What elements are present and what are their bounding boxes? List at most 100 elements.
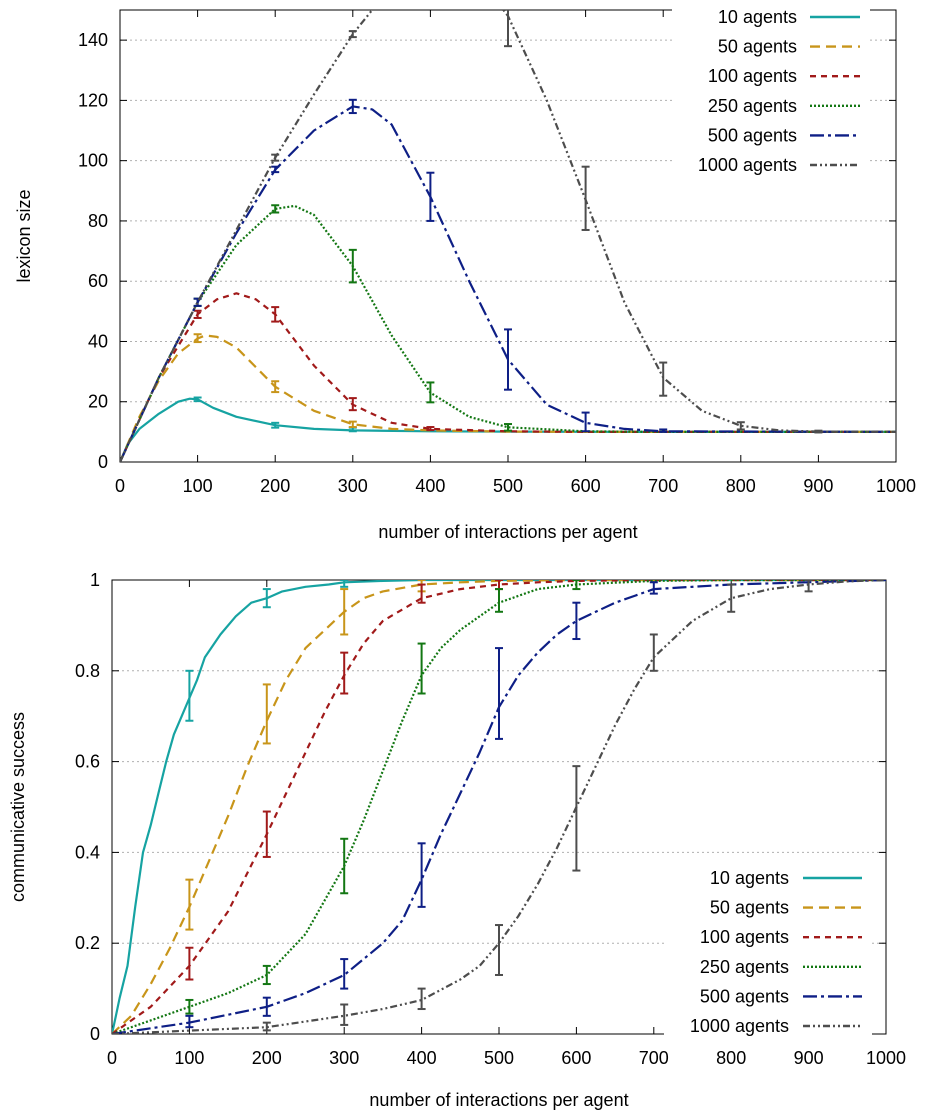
error-bar bbox=[262, 964, 271, 986]
legend-item: 1000 agents bbox=[698, 155, 860, 175]
error-bar bbox=[572, 580, 581, 591]
legend-background bbox=[672, 3, 870, 189]
legend: 10 agents 50 agents 100 agents 250 agents 50… bbox=[672, 3, 870, 189]
ticks: 0 100 200 300 400 500 600 700 800 900 1000 0 0.2 0.4 0… bbox=[75, 570, 906, 1068]
ticks: 0 100 200 300 400 500 600 700 800 900 1000 0 20 40 60 8… bbox=[78, 10, 916, 496]
series-50-agents bbox=[112, 580, 886, 1034]
error-bar bbox=[417, 642, 426, 695]
error-bar bbox=[814, 429, 823, 434]
x-tick-label: 500 bbox=[484, 1048, 514, 1068]
error-bar bbox=[659, 361, 668, 397]
legend-label: 500 agents bbox=[708, 125, 797, 145]
y-tick-label: 0.8 bbox=[75, 661, 100, 681]
error-bar bbox=[185, 669, 194, 722]
series-area bbox=[112, 580, 886, 1034]
legend-item: 250 agents bbox=[700, 957, 862, 977]
error-bar bbox=[340, 580, 349, 588]
legend-item: 500 agents bbox=[708, 125, 860, 145]
x-tick-label: 200 bbox=[260, 476, 290, 496]
y-axis-title: lexicon size bbox=[14, 189, 34, 282]
legend-label: 1000 agents bbox=[698, 155, 797, 175]
legend-label: 250 agents bbox=[708, 96, 797, 116]
series-1000-agents bbox=[120, 10, 896, 462]
x-tick-label: 400 bbox=[415, 476, 445, 496]
series-line bbox=[120, 10, 896, 462]
error-bar bbox=[271, 421, 280, 429]
legend-label: 50 agents bbox=[710, 898, 789, 918]
x-tick-label: 500 bbox=[493, 476, 523, 496]
error-bar bbox=[727, 583, 736, 613]
error-bar bbox=[262, 1021, 271, 1032]
y-tick-label: 100 bbox=[78, 151, 108, 171]
x-tick-label: 300 bbox=[329, 1048, 359, 1068]
legend-label: 10 agents bbox=[710, 868, 789, 888]
x-tick-label: 800 bbox=[716, 1048, 746, 1068]
communicative-success-chart: 0 100 200 300 400 500 600 700 800 900 1000 0 0.2 0.4 0… bbox=[8, 570, 906, 1110]
y-tick-label: 140 bbox=[78, 30, 108, 50]
series-line bbox=[112, 580, 886, 1034]
x-tick-label: 900 bbox=[803, 476, 833, 496]
legend-label: 100 agents bbox=[700, 927, 789, 947]
error-bar bbox=[504, 10, 512, 48]
error-bar bbox=[426, 171, 435, 222]
legend-label: 50 agents bbox=[718, 37, 797, 57]
x-tick-label: 100 bbox=[174, 1048, 204, 1068]
y-tick-label: 0.2 bbox=[75, 933, 100, 953]
x-tick-label: 700 bbox=[639, 1048, 669, 1068]
series-line bbox=[120, 292, 896, 462]
series-area bbox=[120, 10, 896, 462]
series-100-agents bbox=[120, 292, 896, 462]
error-bar bbox=[193, 309, 202, 319]
error-bar bbox=[185, 946, 194, 981]
y-tick-label: 80 bbox=[88, 211, 108, 231]
error-bar bbox=[271, 204, 280, 214]
x-tick-label: 1000 bbox=[876, 476, 916, 496]
error-bar bbox=[185, 878, 194, 931]
x-axis-title: number of interactions per agent bbox=[378, 522, 637, 542]
error-bar bbox=[348, 420, 357, 429]
series-line bbox=[112, 580, 886, 1034]
y-tick-label: 40 bbox=[88, 331, 108, 351]
legend-item: 50 agents bbox=[718, 37, 860, 57]
error-bar bbox=[426, 381, 435, 404]
y-tick-label: 0 bbox=[90, 1024, 100, 1044]
legend-item: 10 agents bbox=[718, 7, 860, 27]
series-1000-agents bbox=[112, 580, 886, 1034]
error-bar bbox=[426, 426, 435, 432]
legend: 10 agents 50 agents 100 agents 250 agents 50… bbox=[664, 864, 872, 1050]
error-bar bbox=[417, 583, 426, 604]
error-bar bbox=[271, 306, 280, 323]
y-tick-label: 120 bbox=[78, 90, 108, 110]
y-tick-label: 0 bbox=[98, 452, 108, 472]
error-bar bbox=[340, 651, 349, 695]
legend-item: 500 agents bbox=[700, 986, 862, 1006]
legend-label: 10 agents bbox=[718, 7, 797, 27]
y-tick-label: 20 bbox=[88, 392, 108, 412]
series-line bbox=[112, 580, 886, 1034]
x-tick-label: 400 bbox=[407, 1048, 437, 1068]
error-bar bbox=[348, 248, 357, 284]
error-bar bbox=[495, 924, 503, 976]
error-bar bbox=[504, 328, 512, 391]
error-bar bbox=[572, 765, 581, 872]
error-bar bbox=[193, 396, 202, 403]
error-bar bbox=[262, 810, 271, 858]
error-bar bbox=[340, 837, 349, 895]
error-bar bbox=[185, 998, 194, 1015]
x-tick-label: 800 bbox=[726, 476, 756, 496]
legend-label: 250 agents bbox=[700, 957, 789, 977]
error-bar bbox=[348, 397, 357, 412]
x-tick-label: 0 bbox=[115, 476, 125, 496]
error-bar bbox=[417, 842, 426, 908]
x-tick-label: 200 bbox=[252, 1048, 282, 1068]
error-bar bbox=[348, 30, 357, 39]
error-bar bbox=[804, 580, 813, 593]
error-bar bbox=[185, 1014, 194, 1029]
legend-item: 10 agents bbox=[710, 868, 862, 888]
x-tick-label: 900 bbox=[794, 1048, 824, 1068]
y-tick-label: 1 bbox=[90, 570, 100, 590]
error-bar bbox=[649, 581, 658, 595]
y-tick-label: 60 bbox=[88, 271, 108, 291]
error-bar bbox=[348, 98, 357, 115]
